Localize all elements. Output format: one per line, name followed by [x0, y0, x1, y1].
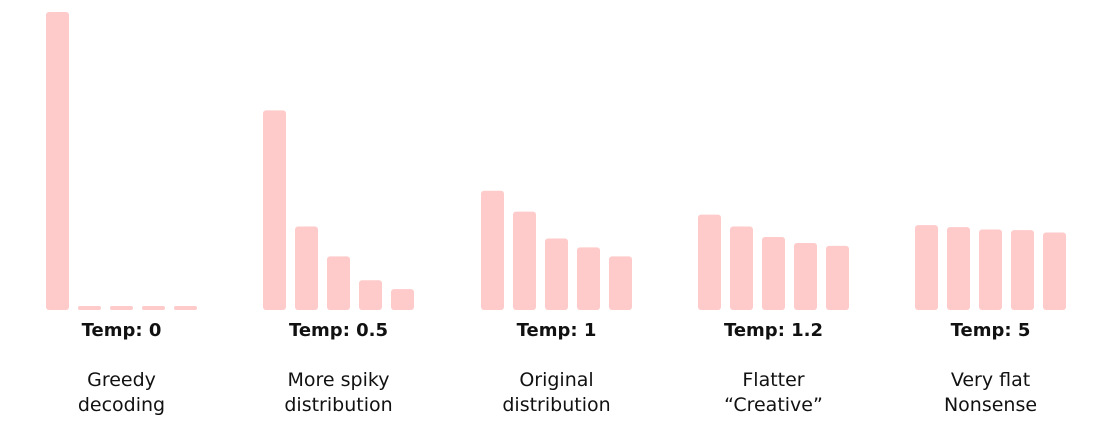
bar-panel-4-4 [1043, 232, 1066, 310]
description-3: Flatter “Creative” [674, 368, 874, 418]
temp-label-1: Temp: 0.5 [288, 320, 389, 341]
description-line: Flatter [742, 369, 805, 391]
temp-label-3: Temp: 1.2 [723, 320, 824, 341]
panel-2-bars [481, 190, 632, 310]
bar-panel-4-3 [1011, 230, 1034, 310]
panel-4-bars [915, 225, 1066, 310]
bar-panel-4-0 [915, 225, 938, 310]
bar-panel-3-1 [730, 226, 753, 310]
description-0: Greedy decoding [22, 368, 222, 418]
description-line: distribution [284, 394, 393, 416]
bar-panel-1-3 [359, 280, 382, 310]
bar-panel-4-1 [947, 227, 970, 310]
bar-panel-2-3 [577, 247, 600, 310]
bar-panel-0-2 [110, 306, 133, 310]
description-line: More spiky [287, 369, 390, 391]
panel-3-bars [698, 214, 849, 310]
bar-panel-3-3 [794, 242, 817, 310]
temp-label-0: Temp: 0 [81, 320, 162, 341]
description-line: decoding [77, 394, 166, 416]
bar-panel-2-1 [513, 211, 536, 310]
description-line: Very flat [950, 369, 1031, 391]
bar-panel-1-2 [327, 256, 350, 310]
panel-1-bars [263, 110, 414, 310]
description-line: Greedy [87, 369, 156, 391]
bar-panel-1-1 [295, 226, 318, 310]
panel-0-bars [46, 12, 197, 310]
bar-panel-1-0 [263, 110, 286, 310]
bar-panel-2-2 [545, 238, 568, 310]
description-1: More spiky distribution [239, 368, 439, 418]
bar-panel-0-0 [46, 12, 69, 310]
temp-label-2: Temp: 1 [516, 320, 597, 341]
bar-panel-4-2 [979, 229, 1002, 310]
bar-panel-0-3 [142, 306, 165, 310]
description-line: Nonsense [943, 394, 1038, 416]
description-2: Original distribution [457, 368, 657, 418]
description-line: distribution [502, 394, 611, 416]
temp-label-4: Temp: 5 [950, 320, 1031, 341]
description-line: “Creative” [724, 394, 823, 416]
description-line: Original [519, 369, 594, 391]
bar-panel-2-0 [481, 190, 504, 310]
bar-panel-1-4 [391, 289, 414, 310]
bar-panel-3-0 [698, 214, 721, 310]
description-4: Very flat Nonsense [891, 368, 1091, 418]
bar-panel-0-4 [174, 306, 197, 310]
bar-panel-3-4 [826, 245, 849, 310]
bar-panel-0-1 [78, 306, 101, 310]
bar-panel-3-2 [762, 236, 785, 310]
bar-panel-2-4 [609, 256, 632, 310]
